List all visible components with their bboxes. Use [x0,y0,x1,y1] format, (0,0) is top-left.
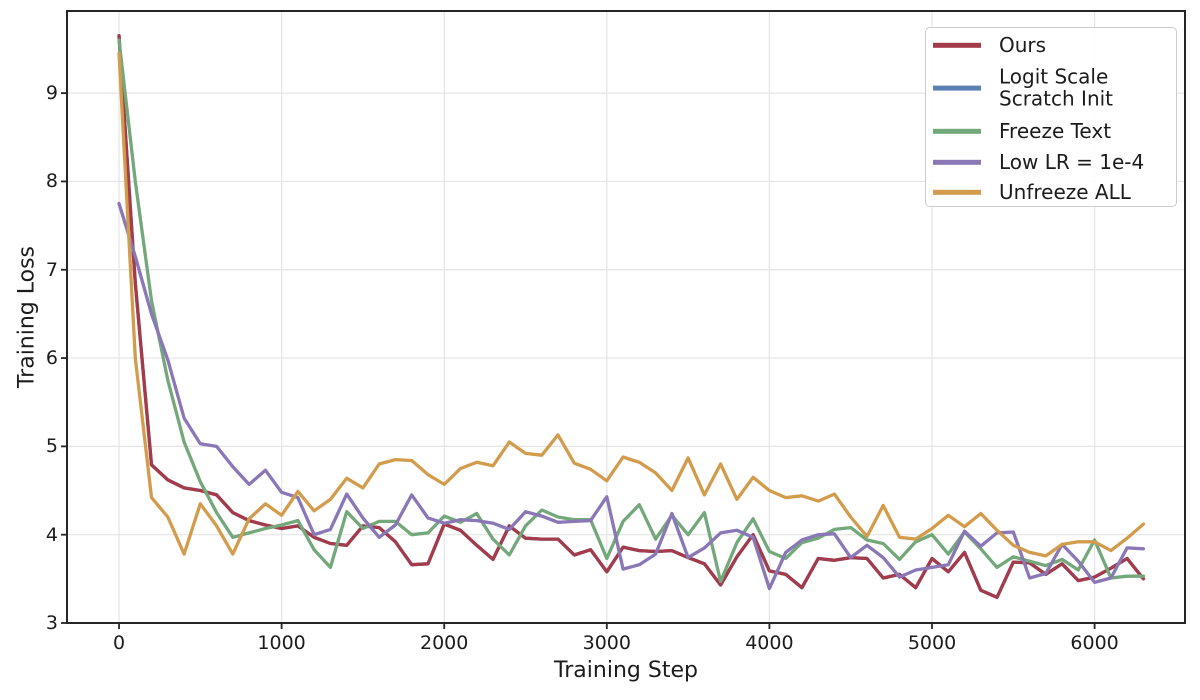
y-axis-label: Training Loss [14,245,40,389]
ytick-label-9: 9 [45,82,58,105]
legend-swatch-logit-scale [933,85,981,91]
legend-label-line: Unfreeze ALL [999,179,1131,204]
xtick-label-2000: 2000 [420,632,469,654]
ytick-label-7: 7 [45,258,58,281]
legend-label-unfreeze-all: Unfreeze ALL [999,179,1131,204]
legend-label-line: Low LR = 1e-4 [999,149,1145,174]
plot-border [66,10,1186,624]
legend-swatch-unfreeze-all [933,189,981,195]
xtick-label-0: 0 [112,632,126,654]
ytick-label-8: 8 [45,170,58,193]
xtick-label-5000: 5000 [907,632,957,654]
legend-item-ours: Ours [926,32,1176,57]
xtick-label-1000: 1000 [257,632,306,654]
series-line-low-lr-1e-4 [117,201,1146,591]
series-line-unfreeze-all [117,51,1146,558]
legend-label-freeze-text: Freeze Text [999,118,1112,143]
legend-item-unfreeze-all: Unfreeze ALL [926,179,1176,204]
legend-swatch-freeze-text [933,128,981,134]
x-axis-label: Training Step [554,658,698,683]
legend-item-freeze-text: Freeze Text [926,118,1176,143]
xtick-label-6000: 6000 [1070,632,1119,654]
legend-label-logit-scale: Logit Scale Scratch Init [999,64,1114,111]
legend-label-low-lr: Low LR = 1e-4 [999,149,1145,174]
ytick-label-5: 5 [45,435,58,458]
legend-label-line: Scratch Init [999,87,1114,111]
ytick-label-4: 4 [45,523,58,546]
legend-swatch-ours [933,42,981,48]
xtick-label-3000: 3000 [582,632,631,654]
legend-swatch-low-lr [933,159,981,165]
legend-box: Ours Logit Scale Scratch Init Freeze Tex… [925,27,1177,207]
legend-label-ours: Ours [999,32,1047,57]
legend-item-logit-scale-scratch-init: Logit Scale Scratch Init [926,64,1176,111]
ytick-label-6: 6 [45,347,58,370]
legend-item-low-lr: Low LR = 1e-4 [926,149,1176,174]
xtick-label-4000: 4000 [745,632,794,654]
legend-label-line: Logit Scale [999,64,1109,89]
ytick-label-3: 3 [45,612,58,634]
legend-label-line: Freeze Text [999,118,1112,143]
legend-label-line: Ours [999,32,1047,57]
series-line-ours [117,34,1146,600]
